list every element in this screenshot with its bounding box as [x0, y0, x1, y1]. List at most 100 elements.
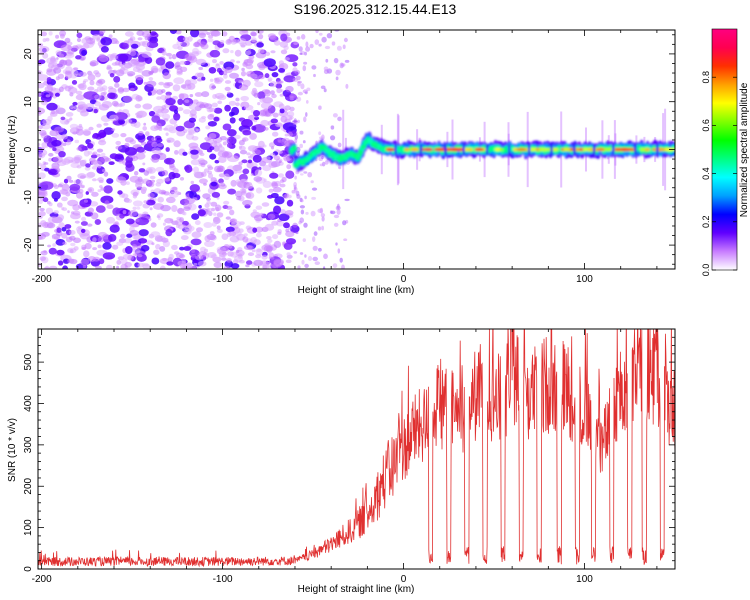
noise-speck: [130, 87, 135, 92]
x-tick-label: 0: [401, 274, 407, 285]
noise-speck: [193, 262, 198, 266]
noise-speck: [255, 187, 263, 194]
noise-speck: [92, 151, 98, 155]
noise-speck: [284, 57, 290, 61]
noise-speck: [301, 259, 305, 265]
noise-speck: [273, 205, 282, 215]
snr-frame: [37, 328, 676, 570]
noise-speck: [201, 76, 206, 81]
band-hotspot: [422, 147, 434, 152]
noise-speck: [197, 260, 207, 267]
noise-speck: [38, 189, 48, 196]
noise-speck: [278, 150, 283, 154]
noise-speck: [247, 245, 254, 251]
noise-speck: [135, 112, 140, 116]
noise-speck: [141, 178, 150, 184]
noise-speck: [285, 170, 295, 179]
noise-speck: [46, 102, 58, 111]
noise-speck: [42, 38, 47, 43]
noise-speck: [155, 111, 159, 115]
noise-speck: [189, 266, 193, 269]
noise-speck: [134, 103, 142, 109]
noise-speck: [256, 248, 262, 253]
noise-speck: [143, 81, 148, 85]
noise-speck: [47, 244, 51, 248]
noise-speck: [125, 198, 133, 204]
noise-speck: [58, 53, 65, 58]
noise-speck: [69, 179, 74, 183]
noise-speck: [194, 220, 201, 226]
noise-speck: [95, 80, 103, 86]
noise-speck: [111, 100, 119, 107]
y-tick-label: 300: [23, 436, 34, 453]
noise-speck: [293, 181, 297, 188]
noise-speck: [335, 242, 338, 246]
noise-speck: [297, 150, 300, 156]
noise-speck: [64, 85, 72, 92]
noise-speck: [257, 102, 261, 106]
noise-speck: [166, 196, 176, 204]
noise-speck: [211, 102, 218, 108]
y-tick-label: 500: [23, 353, 34, 370]
noise-speck: [301, 34, 306, 40]
noise-speck: [137, 253, 143, 258]
noise-speck: [155, 57, 166, 66]
noise-speck: [156, 215, 160, 219]
noise-speck: [76, 90, 83, 95]
band-joint: [507, 144, 511, 155]
noise-speck: [313, 73, 316, 78]
noise-speck: [206, 31, 211, 36]
noise-speck: [106, 264, 113, 269]
noise-speck: [292, 97, 299, 100]
noise-speck: [326, 33, 333, 39]
noise-speck: [283, 222, 290, 229]
noise-speck: [228, 231, 237, 237]
noise-speck: [137, 69, 143, 73]
noise-speck: [306, 100, 309, 104]
noise-speck: [197, 209, 206, 217]
noise-speck: [141, 40, 150, 48]
noise-speck: [79, 175, 86, 179]
noise-speck: [150, 222, 157, 228]
noise-speck: [248, 132, 257, 140]
noise-speck: [148, 168, 153, 174]
band-hotspot: [474, 147, 485, 152]
band-joint: [527, 144, 531, 155]
noise-speck: [243, 233, 248, 237]
noise-speck: [272, 112, 279, 118]
band-joint: [444, 144, 447, 155]
noise-speck: [223, 265, 230, 269]
noise-speck: [224, 66, 233, 74]
noise-speck: [102, 169, 106, 173]
band-hotspot: [410, 147, 419, 152]
noise-speck: [111, 62, 118, 66]
noise-speck: [270, 90, 275, 95]
noise-speck: [341, 264, 345, 269]
noise-speck: [118, 109, 123, 113]
noise-speck: [122, 210, 127, 215]
noise-speck: [314, 39, 320, 45]
noise-speck: [156, 143, 164, 148]
noise-speck: [336, 209, 341, 215]
colorbar-frame: [711, 28, 738, 271]
noise-speck: [160, 89, 166, 93]
band-joint: [592, 144, 596, 155]
noise-speck: [302, 65, 307, 72]
noise-speck: [107, 92, 116, 99]
noise-speck: [198, 66, 203, 71]
noise-speck: [82, 265, 87, 269]
noise-speck: [100, 187, 105, 191]
noise-speck: [162, 72, 172, 80]
x-tick-label: -100: [213, 274, 233, 285]
noise-speck: [285, 228, 290, 233]
colorbar: 0.0 0.2 0.4 0.6 0.8 Normalized spectral ampl…: [701, 28, 750, 276]
noise-speck: [143, 200, 148, 204]
noise-speck: [212, 40, 221, 46]
noise-speck: [251, 125, 257, 131]
noise-speck: [330, 135, 336, 141]
noise-speck: [300, 209, 305, 215]
noise-speck: [314, 261, 320, 265]
noise-speck: [119, 214, 125, 219]
noise-speck: [255, 205, 263, 210]
